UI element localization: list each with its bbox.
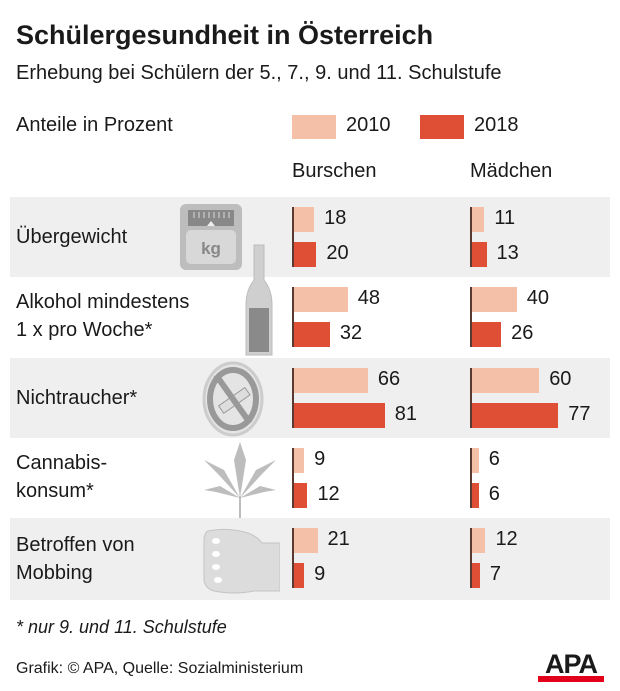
- apa-logo-text: APA: [544, 649, 598, 679]
- bar-burschen-2018: [294, 242, 317, 267]
- svg-text:kg: kg: [201, 239, 221, 258]
- data-label: 12: [495, 528, 518, 550]
- data-label: 48: [357, 287, 380, 309]
- data-label: 13: [496, 242, 519, 264]
- source-credit: Grafik: © APA, Quelle: Sozialministerium: [16, 660, 304, 677]
- bar-burschen-2018: [294, 403, 385, 428]
- bar-mädchen-2018: [472, 322, 502, 347]
- footnote: * nur 9. und 11. Schulstufe: [16, 617, 227, 637]
- bar-mädchen-2010: [472, 528, 486, 553]
- apa-logo-bar: [538, 676, 604, 682]
- bar-axis: [470, 448, 472, 508]
- legend-label-2010: 2010: [346, 114, 391, 136]
- row-label: Cannabis- konsum*: [16, 452, 108, 502]
- data-label: 18: [324, 207, 347, 229]
- legend-label-2018: 2018: [474, 114, 519, 136]
- data-label: 6: [488, 483, 500, 505]
- data-label: 9: [314, 563, 326, 585]
- column-header-burschen: Burschen: [292, 160, 377, 182]
- bar-mädchen-2010: [472, 368, 540, 393]
- cannabis-leaf-icon: [204, 442, 276, 518]
- fist-icon: [203, 528, 280, 594]
- legend-swatch-2018: [420, 115, 464, 139]
- data-label: 7: [489, 563, 501, 585]
- bar-axis: [292, 207, 294, 267]
- bar-axis: [292, 287, 294, 347]
- data-label: 11: [494, 207, 516, 229]
- legend-swatch-2010: [292, 115, 336, 139]
- bar-axis: [292, 448, 294, 508]
- row-label: Übergewicht: [16, 226, 128, 248]
- bar-mädchen-2018: [472, 242, 487, 267]
- data-label: 66: [377, 368, 401, 390]
- row-label: Betroffen von Mobbing: [16, 534, 135, 584]
- data-label: 9: [314, 448, 326, 470]
- bar-axis: [470, 207, 472, 267]
- data-label: 12: [317, 483, 340, 505]
- data-label: 26: [511, 322, 534, 344]
- bar-burschen-2018: [294, 563, 305, 588]
- scale-icon: kg: [180, 204, 242, 270]
- units-label: Anteile in Prozent: [16, 114, 173, 136]
- bar-axis: [292, 368, 294, 428]
- data-label: 40: [526, 287, 550, 309]
- chart-subtitle: Erhebung bei Schülern der 5., 7., 9. und…: [16, 62, 502, 84]
- bar-axis: [292, 528, 294, 588]
- bar-mädchen-2010: [472, 207, 485, 232]
- bar-axis: [470, 528, 472, 588]
- bottle-icon: [245, 244, 273, 356]
- data-label: 81: [394, 403, 417, 425]
- bar-mädchen-2018: [472, 403, 559, 428]
- bar-burschen-2010: [294, 368, 368, 393]
- bar-burschen-2010: [294, 448, 305, 473]
- bar-burschen-2010: [294, 287, 348, 312]
- data-label: 21: [327, 528, 350, 550]
- bar-burschen-2018: [294, 322, 330, 347]
- data-label: 6: [488, 448, 500, 470]
- bar-burschen-2018: [294, 483, 308, 508]
- data-label: 60: [549, 368, 572, 390]
- bar-axis: [470, 287, 472, 347]
- apa-logo: APA: [538, 649, 604, 682]
- row-label: Alkohol mindestens 1 x pro Woche*: [16, 291, 190, 341]
- data-label: 32: [339, 322, 363, 344]
- bar-burschen-2010: [294, 207, 315, 232]
- bar-burschen-2010: [294, 528, 318, 553]
- bar-mädchen-2018: [472, 483, 479, 508]
- data-label: 20: [326, 242, 349, 264]
- column-header-maedchen: Mädchen: [470, 160, 553, 182]
- bar-mädchen-2010: [472, 448, 479, 473]
- no-smoking-icon: [202, 361, 264, 437]
- row-label: Nichtraucher*: [16, 387, 138, 409]
- bar-mädchen-2018: [472, 563, 480, 588]
- chart-title: Schülergesundheit in Österreich: [16, 20, 434, 50]
- bar-axis: [470, 368, 472, 428]
- data-label: 77: [568, 403, 591, 425]
- bar-mädchen-2010: [472, 287, 517, 312]
